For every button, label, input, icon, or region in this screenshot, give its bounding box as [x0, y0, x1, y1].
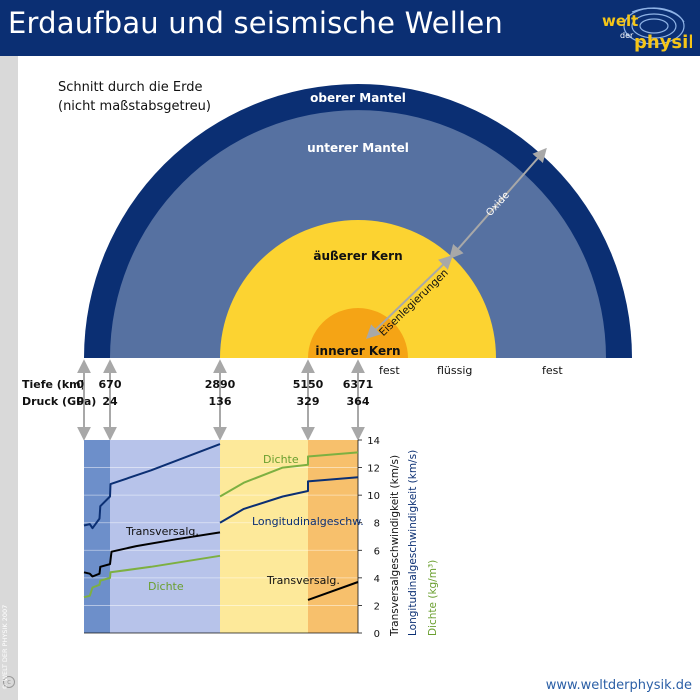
transversal-line: [307, 581, 359, 601]
density-line: [83, 554, 221, 599]
pressure-value: 0: [76, 395, 84, 408]
depth-value: 0: [76, 378, 84, 391]
inner-core-label: innerer Kern: [315, 344, 400, 358]
chart-series: [83, 443, 359, 601]
transversal-mantle-label: Transversalg.: [125, 525, 199, 538]
density-axis-title: Dichte (kg/m³): [427, 560, 439, 636]
copyright-icon: c: [3, 676, 15, 688]
page-title: Erdaufbau und seismische Wellen: [8, 6, 503, 40]
y-tick-label: 2: [374, 601, 380, 612]
y-tick-label: 4: [374, 574, 380, 585]
depth-value: 2890: [205, 378, 236, 391]
logo-word-physik: physik: [634, 32, 692, 52]
pressure-row-label: Druck (GPa): [22, 395, 96, 408]
outer-core-label: äußerer Kern: [313, 249, 402, 263]
lower-mantle-label: unterer Mantel: [307, 141, 409, 155]
transversal-core-label: Transversalg.: [266, 574, 340, 587]
pressure-value: 329: [297, 395, 320, 408]
longitudinal-line: [83, 443, 221, 530]
header-bar: Erdaufbau und seismische Wellen welt der…: [0, 0, 700, 56]
state-solid-inner-core: fest: [379, 364, 400, 377]
pressure-value: 136: [209, 395, 232, 408]
upper-mantle-label: oberer Mantel: [310, 91, 406, 105]
y-axis-ticks: 0 2 4 6 8 10 12 14: [84, 436, 380, 640]
y-tick-label: 0: [374, 629, 380, 640]
outer-core-band: [220, 440, 308, 633]
density-line: [219, 451, 359, 498]
subtitle-line-2: (nicht maßstabsgetreu): [58, 99, 211, 114]
welt-der-physik-logo[interactable]: welt der physik: [592, 4, 692, 52]
pressure-value: 364: [347, 395, 370, 408]
transversal-axis-title: Transversalgeschwindigkeit (km/s): [389, 455, 401, 637]
state-liquid-outer-core: flüssig: [437, 364, 472, 377]
lower-mantle-band: [110, 440, 220, 633]
iron-alloys-arrow: [365, 255, 454, 339]
left-margin-strip: [0, 56, 18, 700]
depth-row-label: Tiefe (km): [22, 378, 86, 391]
logo-word-welt: welt: [602, 12, 638, 30]
pressure-value: 24: [102, 395, 118, 408]
longitudinal-line: [219, 476, 359, 524]
subtitle-line-1: Schnitt durch die Erde: [58, 80, 203, 95]
y-tick-label: 8: [374, 519, 380, 530]
inner-core-band: [308, 440, 358, 633]
boundary-markers: 0 0 670 24 2890 136 5150 329 6371 364: [76, 359, 374, 441]
density-core-label: Dichte: [263, 453, 299, 466]
logo-swirl-icon: [623, 7, 685, 45]
state-solid-mantle: fest: [542, 364, 563, 377]
logo-word-der: der: [620, 31, 634, 40]
depth-value: 5150: [293, 378, 324, 391]
diagram-subtitle: Schnitt durch die Erde (nicht maßstabsge…: [58, 78, 211, 116]
density-mantle-label: Dichte: [148, 580, 184, 593]
depth-value: 670: [99, 378, 122, 391]
y-tick-label: 14: [367, 436, 380, 447]
transversal-line: [83, 531, 221, 578]
oxides-arrow: [449, 147, 547, 260]
longitudinal-axis-title: Longitudinalgeschwindigkeit (km/s): [407, 450, 419, 636]
upper-mantle-band: [84, 440, 110, 633]
earth-cross-section: [84, 84, 632, 358]
y-tick-label: 10: [367, 491, 380, 502]
footer-url-link[interactable]: www.weltderphysik.de: [545, 678, 692, 693]
longitudinal-label: Longitudinalgeschw.: [252, 515, 364, 528]
y-tick-label: 12: [367, 464, 380, 475]
depth-value: 6371: [343, 378, 374, 391]
y-tick-label: 6: [374, 546, 380, 557]
